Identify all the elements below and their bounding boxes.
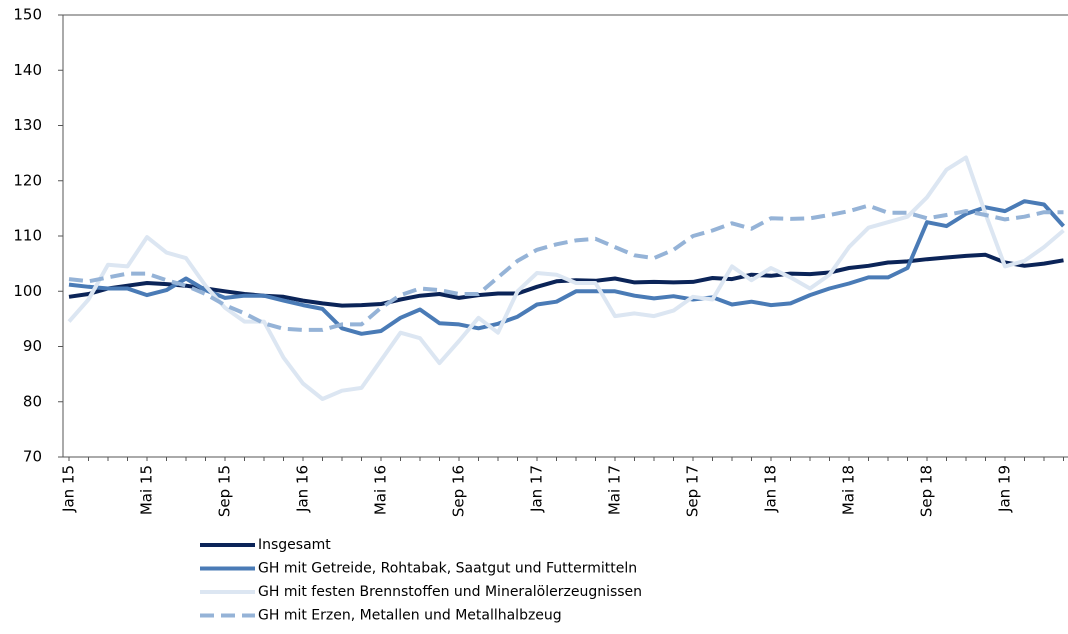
y-tick-label: 110 (13, 227, 42, 245)
x-tick-label: Jan 15 (60, 465, 78, 513)
y-tick-label: 100 (13, 282, 42, 300)
y-tick-label: 80 (23, 392, 42, 410)
y-tick-label: 70 (23, 448, 42, 466)
series-line (68, 203, 1064, 332)
y-tick-label: 140 (13, 61, 42, 79)
legend-label: GH mit Erzen, Metallen und Metallhalbzeu… (258, 608, 562, 624)
series-line (67, 155, 1065, 401)
x-tick-label: Sep 18 (918, 465, 936, 517)
y-tick-label: 150 (13, 6, 42, 24)
legend-label: Insgesamt (258, 537, 331, 553)
x-tick-label: Mai 15 (138, 465, 156, 515)
y-tick-label: 90 (23, 337, 42, 355)
x-tick-label: Jan 16 (294, 465, 312, 513)
x-tick-label: Mai 16 (372, 465, 390, 515)
x-tick-label: Sep 15 (216, 465, 234, 517)
x-tick-label: Sep 16 (450, 465, 468, 517)
y-tick-label: 120 (13, 171, 42, 189)
x-tick-label: Sep 17 (684, 465, 702, 517)
y-tick-label: 130 (13, 116, 42, 134)
legend-label: GH mit festen Brennstoffen und Mineralöl… (258, 584, 642, 600)
series-line (68, 199, 1065, 336)
x-tick-label: Mai 17 (606, 465, 624, 515)
x-tick-label: Mai 18 (840, 465, 858, 515)
legend-label: GH mit Getreide, Rohtabak, Saatgut und F… (258, 561, 637, 577)
x-tick-label: Jan 19 (996, 465, 1014, 513)
x-tick-label: Jan 18 (762, 465, 780, 513)
x-tick-label: Jan 17 (528, 465, 546, 513)
